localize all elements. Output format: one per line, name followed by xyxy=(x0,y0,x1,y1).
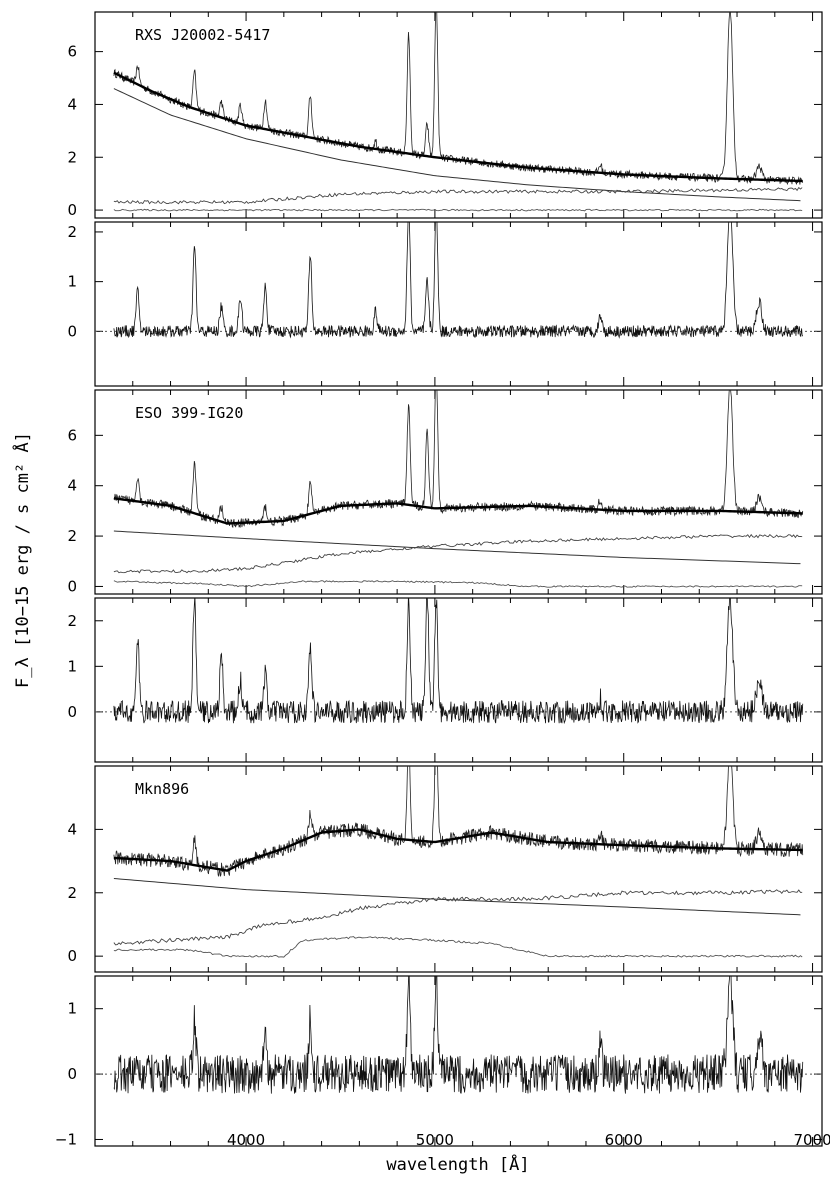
residual-spectrum-line xyxy=(113,598,804,725)
y-tick-label: 4 xyxy=(67,820,77,838)
panel-4: 0 1 2 xyxy=(67,597,823,763)
panel-frame xyxy=(94,765,823,973)
panel-curves xyxy=(95,222,822,339)
residual-spectrum-line xyxy=(113,222,804,339)
panel-6: −1 0 1 xyxy=(55,975,823,1148)
panel-frame xyxy=(94,975,823,1147)
y-tick-label: 0 xyxy=(67,577,77,595)
panel-3: 0 2 4 6 ESO 399-IG20 xyxy=(67,389,823,595)
feii-component-line xyxy=(113,936,803,958)
y-tick-label: 0 xyxy=(67,947,77,965)
residual-spectrum-line xyxy=(113,976,804,1094)
y-tick-label: 0 xyxy=(67,201,77,219)
panel-1: 0 2 4 6 RXS J20002-5417 xyxy=(67,11,823,219)
model-fit-line xyxy=(113,828,803,872)
x-tick-label: 4000 xyxy=(227,1131,265,1149)
feii-component-line xyxy=(113,208,803,212)
panel-frame xyxy=(94,221,823,387)
panel-curves xyxy=(113,390,804,588)
model-fit-line xyxy=(113,497,803,525)
y-tick-label: 2 xyxy=(67,884,77,902)
panel-5: 0 2 4 Mkn896 xyxy=(67,765,823,973)
observed-spectrum-line xyxy=(113,766,804,878)
stellar-component-line xyxy=(113,533,803,574)
y-tick-label: 6 xyxy=(67,43,77,61)
y-tick-label: 4 xyxy=(67,477,77,495)
panels-group: 0 2 4 6 RXS J20002-5417 0 1 2 0 2 4 6 ESO 399-IG20 0 1… xyxy=(55,11,823,1148)
y-tick-label: 2 xyxy=(67,148,77,166)
y-tick-label: 0 xyxy=(67,703,77,721)
y-tick-label: 2 xyxy=(67,223,77,241)
powerlaw-component-line xyxy=(113,88,801,202)
y-tick-label: 1 xyxy=(67,1000,77,1018)
observed-spectrum-line xyxy=(113,390,804,529)
stellar-component-line xyxy=(113,186,803,205)
y-tick-label: 0 xyxy=(67,322,77,340)
panel-frame xyxy=(94,597,823,763)
y-tick-label: 2 xyxy=(67,612,77,630)
y-tick-label: 1 xyxy=(67,273,77,291)
x-tick-label: 5000 xyxy=(416,1131,454,1149)
model-fit-line xyxy=(113,71,803,183)
x-tick-label: 7000 xyxy=(793,1131,830,1149)
panel-frame xyxy=(94,389,823,595)
y-tick-label: 6 xyxy=(67,426,77,444)
x-tick-label: 6000 xyxy=(605,1131,643,1149)
y-tick-label: 4 xyxy=(67,95,77,113)
panel-curves xyxy=(95,976,822,1094)
y-axis-title: F_λ [10−15 erg / s cm² Å] xyxy=(11,432,33,688)
panel-object-label: ESO 399-IG20 xyxy=(135,404,243,422)
y-tick-label: 0 xyxy=(67,1065,77,1083)
panel-2: 0 1 2 xyxy=(67,221,823,387)
x-axis-title: wavelength [Å] xyxy=(386,1153,529,1175)
feii-component-line xyxy=(113,580,803,588)
observed-spectrum-line xyxy=(113,12,804,186)
stellar-component-line xyxy=(113,889,803,946)
panel-object-label: RXS J20002-5417 xyxy=(135,26,270,44)
x-axis-tick-labels: 4000 5000 6000 7000 xyxy=(227,1131,830,1149)
panel-curves xyxy=(113,766,804,958)
panel-frame xyxy=(94,11,823,219)
y-tick-label: −1 xyxy=(55,1130,77,1148)
panel-curves xyxy=(95,598,822,725)
powerlaw-component-line xyxy=(113,878,801,916)
panel-curves xyxy=(113,12,804,212)
powerlaw-component-line xyxy=(113,530,801,565)
panel-object-label: Mkn896 xyxy=(135,780,189,798)
y-tick-label: 2 xyxy=(67,527,77,545)
y-tick-label: 1 xyxy=(67,657,77,675)
